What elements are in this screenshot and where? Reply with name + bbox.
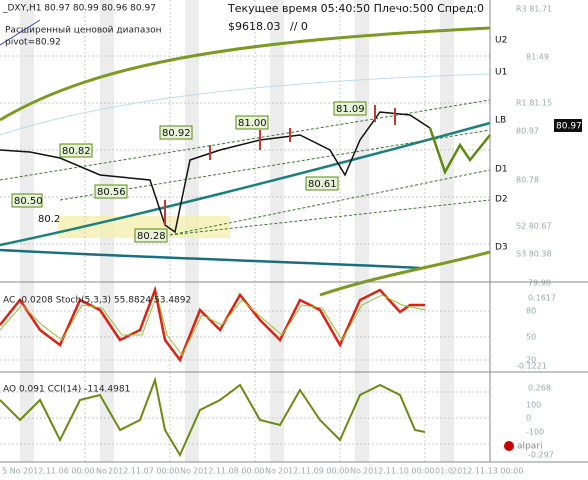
price-label: 81.49 bbox=[526, 53, 549, 62]
time-label: 2012.11.07 00:00 bbox=[108, 467, 179, 476]
server-info: Текущее время 05:40:50 Плечо:500 Спред:0 bbox=[227, 2, 484, 15]
channel-lines bbox=[0, 19, 491, 297]
price-label: S2 80.67 bbox=[516, 222, 552, 231]
price-tag: 80.50 bbox=[14, 196, 43, 207]
price-label: R3 81.71 bbox=[516, 5, 552, 14]
current-price: 80.97 bbox=[556, 122, 582, 132]
broker-name: alpari bbox=[517, 442, 542, 452]
level-label: LB bbox=[495, 116, 506, 126]
panel-scale: -0.297 bbox=[528, 451, 554, 460]
time-label: 2012.11.13 00:00 bbox=[452, 467, 523, 476]
panel-scale: 20 bbox=[526, 356, 536, 365]
symbol-info: _DXY,H1 80.97 80.99 80.96 80.97 bbox=[2, 4, 156, 14]
panel-title: AO 0.091 CCI(14) -114.4981 bbox=[3, 385, 130, 395]
price-tag: 80.82 bbox=[62, 146, 91, 157]
price-line bbox=[0, 111, 431, 234]
time-label: 01:0 bbox=[435, 467, 453, 476]
panel-scale: 80 bbox=[526, 307, 536, 316]
price-tag: 80.61 bbox=[308, 179, 337, 190]
price-label: 80.97 bbox=[516, 127, 539, 136]
level-label: D1 bbox=[495, 165, 508, 175]
current-price-box bbox=[554, 119, 582, 132]
price-tag: 80.2 bbox=[38, 214, 60, 225]
indicator-name: Расширенный ценовой диапазон bbox=[5, 26, 162, 36]
stoch-levels bbox=[0, 310, 490, 361]
pivot: pivot=80.92 bbox=[5, 38, 61, 48]
candles bbox=[164, 105, 396, 225]
level-label: U2 bbox=[495, 36, 507, 46]
balance: $9618.03 bbox=[228, 20, 281, 33]
panel-scale: -0.1221 bbox=[516, 362, 547, 371]
time-label: 5 No bbox=[2, 467, 21, 476]
price-label: 79.98 bbox=[528, 279, 551, 288]
time-label: No bbox=[265, 467, 276, 476]
level-label: D2 bbox=[495, 195, 508, 205]
price-label: R1 81.15 bbox=[516, 99, 552, 108]
time-label: 2012.11.08 00:00 bbox=[193, 467, 264, 476]
projection-line bbox=[428, 127, 491, 176]
panel-scale: 50 bbox=[526, 333, 536, 342]
price-tag: 80.28 bbox=[137, 231, 166, 242]
panel-scale: 0.1617 bbox=[528, 294, 556, 303]
level-label: U1 bbox=[495, 68, 507, 78]
stoch-main bbox=[0, 285, 425, 363]
time-label: 2012.11.09 00:00 bbox=[278, 467, 349, 476]
price-tag: 80.56 bbox=[97, 187, 126, 198]
orders: // 0 bbox=[290, 20, 308, 33]
time-label: 2012.11.06 00:00 bbox=[23, 467, 94, 476]
price-label: 80.78 bbox=[516, 176, 539, 185]
level-label: D3 bbox=[495, 243, 508, 253]
panel-scale: 0 bbox=[526, 414, 531, 423]
broker-logo bbox=[504, 441, 514, 451]
time-label: No bbox=[180, 467, 191, 476]
panel-scale: -100 bbox=[526, 428, 544, 437]
price-label: S3 80.38 bbox=[516, 250, 552, 259]
price-box-frames bbox=[11, 101, 367, 243]
time-label: No bbox=[96, 467, 107, 476]
price-tag: 80.92 bbox=[162, 128, 191, 139]
stoch-signal bbox=[0, 293, 426, 356]
panel-scale: 0.268 bbox=[528, 384, 551, 393]
panel-scale: 100 bbox=[526, 401, 541, 410]
time-label: No bbox=[350, 467, 361, 476]
panel-title: AC -0.0208 Stoch(5,3,3) 55.8824 53.4892 bbox=[3, 296, 191, 306]
price-tag: 81.00 bbox=[238, 118, 267, 129]
time-label: 2012.11.10 00:00 bbox=[363, 467, 434, 476]
price-tag: 81.09 bbox=[336, 104, 365, 115]
grid bbox=[0, 0, 490, 462]
cci-line bbox=[0, 376, 426, 458]
